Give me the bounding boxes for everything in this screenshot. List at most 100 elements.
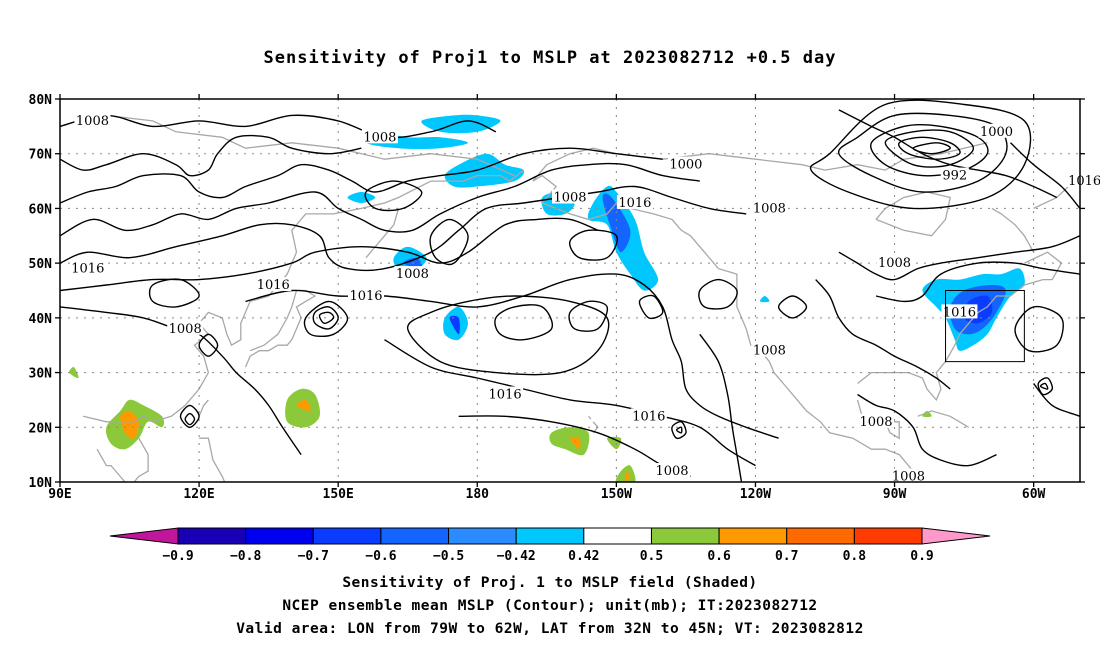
contour-label-bg — [1066, 173, 1100, 188]
contour-label: 1016 — [349, 289, 382, 304]
mslp-contour — [148, 278, 200, 308]
sensitivity-region — [120, 410, 139, 439]
sensitivity-region — [625, 470, 631, 482]
mslp-contour — [638, 294, 664, 320]
mslp-contour — [912, 142, 951, 155]
lat-label: 10N — [29, 476, 53, 491]
sensitivity-region — [759, 296, 770, 303]
sensitivity-region — [421, 114, 501, 134]
caption-line-1: Sensitivity of Proj. 1 to MSLP field (Sh… — [342, 575, 758, 591]
mslp-contour — [884, 129, 975, 168]
colorbar-box — [718, 527, 788, 545]
sensitivity-shading — [69, 114, 1025, 482]
contour-label: 1008 — [859, 415, 892, 430]
contour-label-bg — [751, 342, 788, 357]
mslp-contour — [179, 404, 200, 429]
colorbar-right-triangle — [921, 527, 991, 545]
sensitivity-region — [444, 153, 525, 188]
lon-label: 90E — [48, 487, 71, 502]
lon-label: 120E — [183, 487, 214, 502]
colorbar-label: 0.5 — [640, 549, 663, 564]
contour-label: 1016 — [257, 278, 290, 293]
colorbar-label: −0.9 — [162, 549, 193, 564]
colorbar-label: 0.6 — [707, 549, 731, 564]
colorbar-box — [177, 527, 247, 545]
mslp-contour — [1033, 383, 1080, 418]
colorbar-box — [786, 527, 855, 545]
contour-label: 992 — [942, 169, 967, 184]
sensitivity-region — [69, 366, 79, 379]
contour-label-bg — [630, 408, 667, 423]
sensitivity-region — [607, 436, 622, 450]
caption-line-3: Valid area: LON from 79W to 62W, LAT fro… — [236, 621, 864, 637]
lat-label: 40N — [29, 312, 53, 327]
lat-label: 50N — [29, 257, 53, 272]
coastline — [532, 174, 923, 482]
mslp-contour — [429, 218, 469, 266]
mslp-contour — [815, 279, 951, 390]
lon-label: 60W — [1022, 487, 1046, 502]
mslp-contour — [1037, 377, 1054, 396]
colorbar-box — [515, 527, 585, 545]
colorbar-label: 0.42 — [568, 549, 599, 564]
sensitivity-region — [296, 399, 311, 412]
colorbar-box — [245, 527, 314, 545]
sensitivity-region — [549, 427, 590, 456]
colorbar-left-triangle — [109, 527, 179, 545]
contour-label-bg — [654, 463, 690, 478]
mslp-contour — [60, 185, 747, 272]
contour-labels: 1008 1008 1000 1008 1016 1008 1000 992 1016 1016 1… — [69, 112, 1100, 485]
mslp-contour — [60, 217, 599, 292]
mslp-contour — [698, 278, 738, 310]
chart-title: Sensitivity of Proj1 to MSLP at 20230827… — [263, 48, 837, 68]
sensitivity-map: 1008 1008 1000 1008 1016 1008 1000 992 1016 1016 1… — [29, 93, 1100, 564]
colorbar-label: −0.6 — [365, 549, 396, 564]
coastline — [588, 415, 592, 420]
mslp-contour — [809, 99, 1032, 210]
coastline — [106, 114, 515, 177]
mslp-contour — [1039, 382, 1049, 390]
contour-label-bg — [616, 194, 653, 209]
contour-label: 1000 — [669, 158, 702, 173]
contour-label-bg — [941, 304, 978, 319]
contour-label-bg — [361, 129, 398, 144]
contour-label: 1008 — [396, 267, 429, 282]
coastline — [365, 208, 400, 259]
valid-area-box — [945, 290, 1025, 363]
contour-label: 1008 — [553, 190, 586, 205]
contour-label: 1016 — [1068, 174, 1100, 189]
contour-label-bg — [552, 189, 588, 204]
lon-label: 120W — [740, 487, 771, 502]
contour-label-bg — [978, 123, 1015, 138]
mslp-contour — [318, 311, 335, 325]
coastline — [857, 251, 1063, 402]
contour-label: 1008 — [76, 114, 109, 129]
colorbar-label: −0.5 — [433, 549, 464, 564]
mslp-contour — [671, 420, 687, 440]
mslp-contour — [184, 412, 196, 426]
mslp-contour — [870, 123, 989, 177]
lat-label: 80N — [29, 93, 53, 108]
mslp-contour — [1010, 142, 1080, 210]
colorbar: −0.9 −0.8 −0.7 −0.6 −0.5 −0.42 0.42 0.5 0.6 0.7 0.… — [109, 527, 991, 564]
lat-label: 70N — [29, 148, 53, 163]
contour-label: 1008 — [363, 130, 396, 145]
mslp-contour — [198, 333, 219, 357]
contour-label-bg — [394, 266, 431, 281]
contour-label-bg — [69, 260, 106, 275]
contour-label-bg — [167, 320, 204, 335]
colorbar-box — [650, 527, 720, 545]
mslp-contour — [60, 147, 663, 204]
contour-label-bg — [890, 468, 927, 483]
mslp-contour — [60, 134, 362, 177]
mslp-contour — [568, 300, 609, 332]
lat-label: 30N — [29, 367, 53, 382]
colorbar-box — [448, 527, 517, 545]
sensitivity-region — [570, 436, 581, 450]
coastline — [83, 169, 525, 423]
mslp-contour — [364, 180, 423, 212]
mslp-contour — [406, 295, 610, 376]
mslp-contour — [1089, 198, 1100, 231]
coastline — [1033, 99, 1080, 209]
